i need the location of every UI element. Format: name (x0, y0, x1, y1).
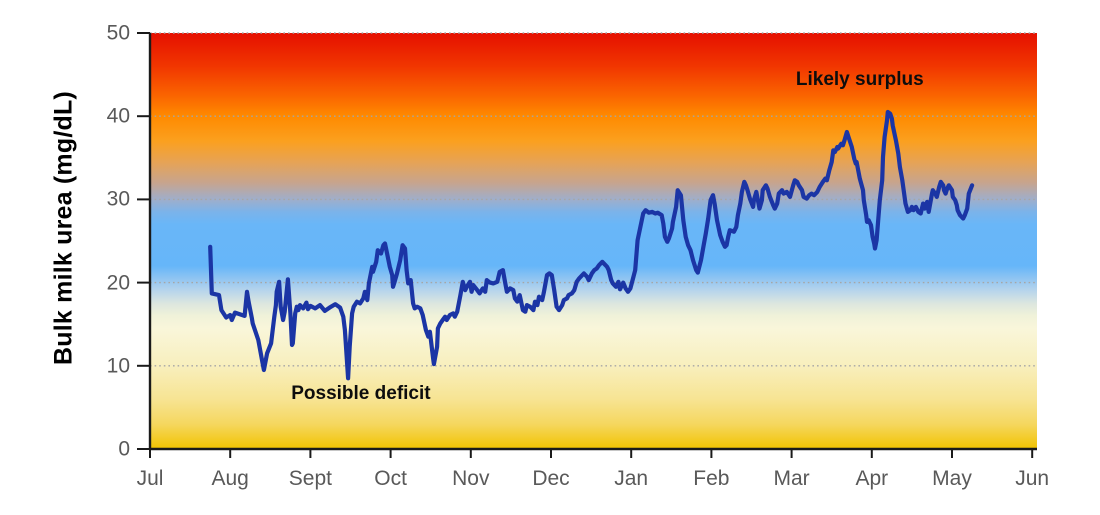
x-tick-label-dec: Dec (532, 467, 570, 490)
x-tick-label-jun: Jun (1015, 467, 1050, 490)
x-tick-label-feb: Feb (693, 467, 730, 490)
x-tick-label-sept: Sept (288, 467, 332, 490)
y-tick-label-30: 30 (106, 187, 130, 211)
x-tick-label-nov: Nov (452, 467, 490, 490)
x-tick-label-aug: Aug (211, 467, 249, 490)
y-tick-label-50: 50 (106, 21, 130, 45)
x-tick-label-mar: Mar (773, 467, 810, 490)
y-tick-label-0: 0 (118, 437, 130, 461)
axis-ticks (137, 32, 1034, 458)
annotation-possible-deficit: Possible deficit (291, 383, 431, 405)
x-tick-label-apr: Apr (855, 467, 889, 490)
urea-data-line (208, 109, 975, 381)
x-tick-label-jul: Jul (136, 467, 164, 490)
y-axis-title: Bulk milk urea (mg/dL) (49, 91, 78, 365)
x-tick-label-jan: Jan (614, 467, 649, 490)
x-tick-label-oct: Oct (374, 467, 407, 490)
plot-background (150, 33, 1037, 449)
y-tick-label-40: 40 (106, 104, 130, 128)
annotation-likely-surplus: Likely surplus (795, 68, 924, 90)
x-tick-label-may: May (932, 467, 972, 490)
y-tick-label-10: 10 (106, 354, 130, 378)
gridlines (150, 32, 1037, 367)
axis-lines (148, 33, 1037, 451)
y-tick-label-20: 20 (106, 271, 130, 295)
